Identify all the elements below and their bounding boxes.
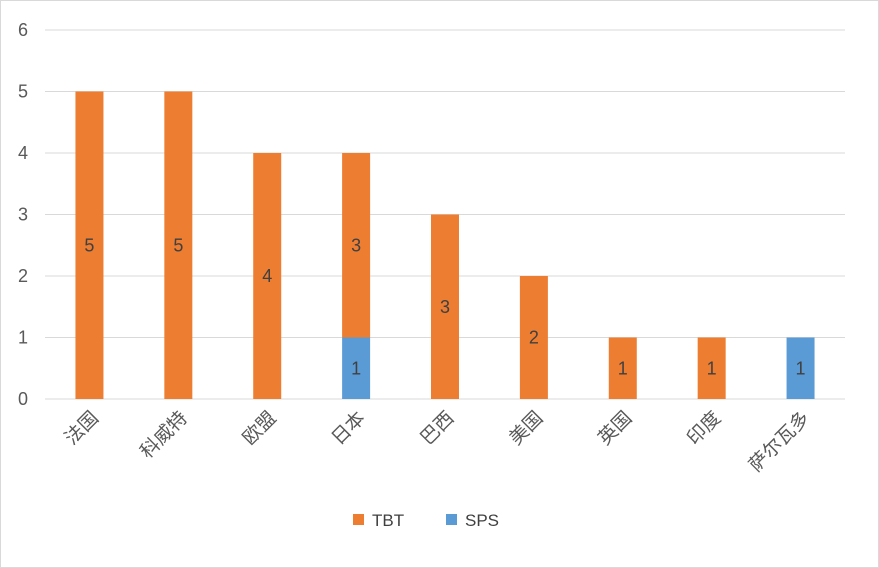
x-tick-label-8: 萨尔瓦多 [745,407,814,476]
bar-tbt-3 [342,153,371,338]
y-tick-label-3: 3 [18,205,28,225]
y-tick-label-5: 5 [18,82,28,102]
x-tick-label-3: 日本 [327,407,369,449]
y-tick-label-6: 6 [18,20,28,40]
legend-label-tbt: TBT [372,511,404,530]
x-tick-label-4: 巴西 [416,407,458,449]
data-label-tbt-6: 1 [618,358,628,378]
bar-sps-8 [786,337,815,399]
data-label-tbt-4: 3 [440,297,450,317]
bar-tbt-6 [608,337,637,399]
legend-swatch-sps [446,514,457,525]
bar-tbt-0 [75,91,104,399]
bar-tbt-7 [697,337,726,399]
bar-tbt-5 [519,276,548,399]
x-tick-label-2: 欧盟 [238,407,280,449]
data-label-tbt-3: 3 [351,235,361,255]
x-tick-label-0: 法国 [61,407,103,449]
bar-sps-3 [342,337,371,399]
bar-tbt-2 [253,153,282,399]
data-label-tbt-2: 4 [262,266,272,286]
y-tick-label-0: 0 [18,389,28,409]
data-label-sps-8: 1 [796,358,806,378]
data-label-tbt-0: 5 [84,235,94,255]
data-label-sps-3: 1 [351,358,361,378]
legend-swatch-tbt [353,514,364,525]
y-tick-label-1: 1 [18,328,28,348]
x-tick-label-5: 美国 [505,407,547,449]
x-tick-label-7: 印度 [683,407,725,449]
bar-tbt-4 [431,214,459,399]
x-tick-label-1: 科威特 [136,407,192,463]
bar-tbt-1 [164,91,193,399]
y-tick-label-4: 4 [18,143,28,163]
data-label-tbt-1: 5 [173,235,183,255]
y-tick-label-2: 2 [18,266,28,286]
legend-label-sps: SPS [465,511,499,530]
x-tick-label-6: 英国 [594,407,636,449]
data-label-tbt-5: 2 [529,328,539,348]
data-label-tbt-7: 1 [707,358,717,378]
